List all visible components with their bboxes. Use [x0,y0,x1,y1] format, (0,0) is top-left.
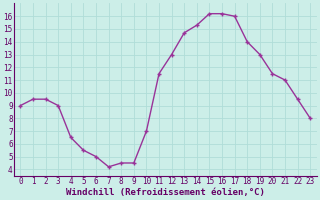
X-axis label: Windchill (Refroidissement éolien,°C): Windchill (Refroidissement éolien,°C) [66,188,265,197]
